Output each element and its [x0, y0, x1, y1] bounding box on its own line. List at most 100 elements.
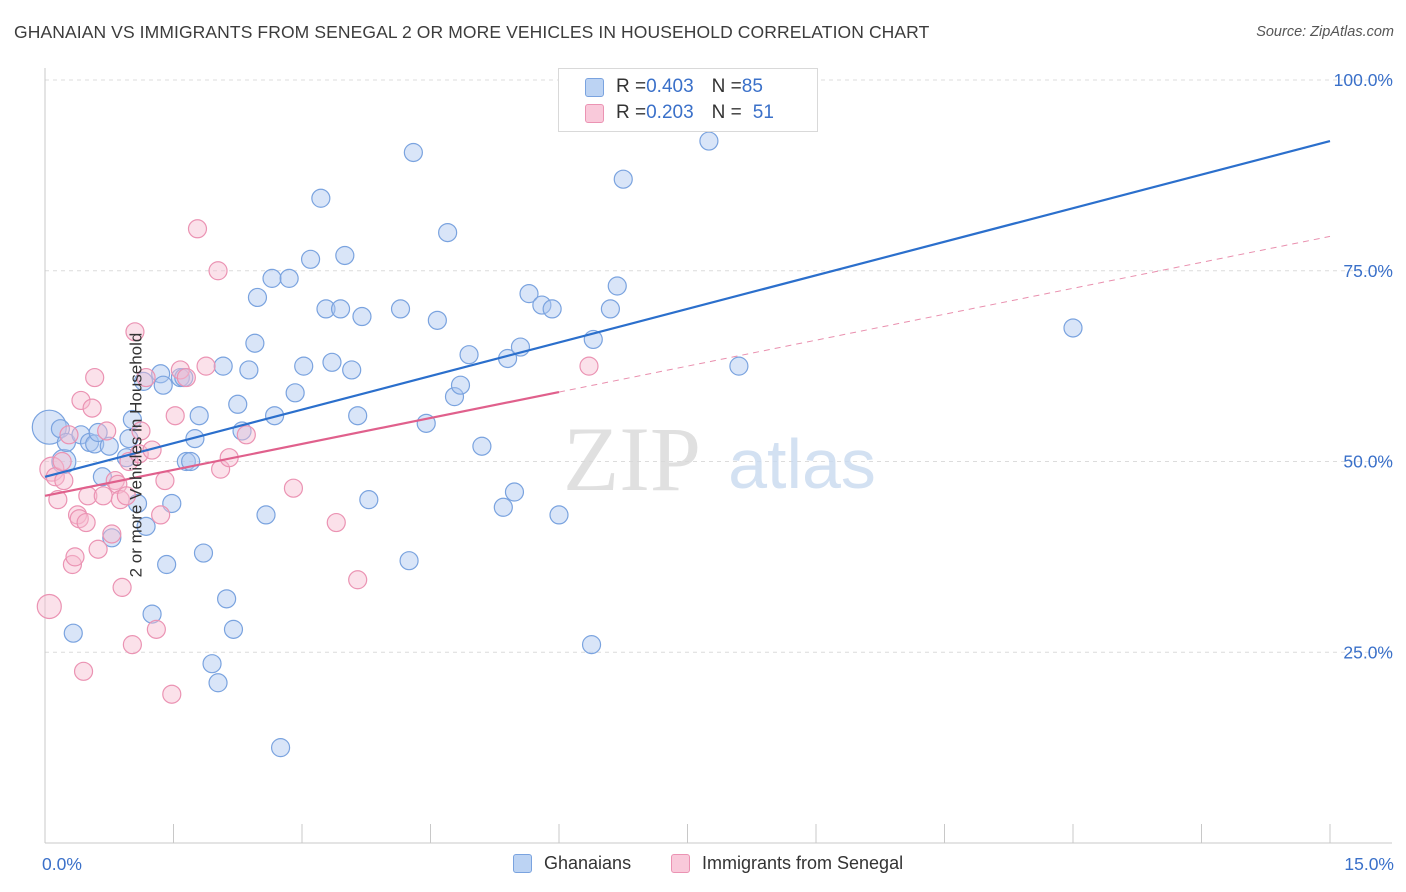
ghanaian-point: [542, 299, 562, 319]
ghanaian-point: [92, 467, 112, 487]
ghanaian-point: [245, 333, 265, 353]
ghanaian-point: [316, 299, 336, 319]
y-tick-label: 75.0%: [1343, 261, 1393, 281]
axis-layer: [44, 68, 1392, 844]
ghanaian-point: [472, 436, 492, 456]
senegal-point: [97, 421, 117, 441]
ghanaian-point: [162, 493, 182, 514]
y-tick-label: 50.0%: [1343, 452, 1393, 472]
senegal-point: [59, 425, 79, 445]
senegal-point: [326, 512, 346, 533]
ghanaian-point: [119, 429, 139, 449]
watermark-zip: ZIP: [563, 408, 701, 510]
ghanaian-point: [359, 490, 379, 510]
senegal-point: [65, 547, 85, 567]
ghanaian-point: [311, 188, 331, 208]
legend-r-label: R =: [616, 102, 647, 123]
ghanaian-point: [247, 287, 268, 308]
legend-n-label: N =: [711, 76, 742, 97]
ghanaian-point: [85, 434, 105, 454]
ghanaian-point: [504, 482, 525, 502]
watermark: ZIP atlas: [563, 408, 876, 510]
ghanaian-point: [352, 306, 372, 327]
senegal-point: [176, 367, 196, 388]
ghanaian-point: [532, 295, 552, 315]
senegal-point: [196, 356, 216, 376]
senegal-point: [93, 486, 113, 506]
legend-r-value: 0.203: [646, 102, 694, 123]
y-tick-label: 100.0%: [1334, 70, 1393, 90]
ghanaian-point: [142, 604, 162, 624]
legend-row-ghanaians: R = 0.403 N = 85: [585, 75, 763, 99]
source-label: Source: ZipAtlas.com: [1256, 24, 1394, 40]
senegal-point: [131, 421, 151, 441]
senegal-point: [236, 425, 256, 445]
senegal-point: [76, 512, 96, 533]
ghanaian-point: [213, 356, 233, 376]
x-tick-label: 0.0%: [42, 854, 82, 874]
watermark-atlas: atlas: [728, 425, 876, 503]
senegal-point: [85, 367, 105, 388]
ghanaian-point: [607, 276, 627, 296]
tick-label-layer: 100.0% 75.0% 50.0% 25.0% 0.0% 15.0%: [42, 70, 1394, 874]
ghanaian-point: [399, 551, 419, 571]
senegal-trend-line: [44, 390, 560, 497]
ghanaian-point: [151, 364, 171, 384]
ghanaian-point: [348, 406, 368, 426]
senegal-point: [52, 451, 72, 472]
senegal-point: [88, 539, 108, 559]
senegal-point: [165, 406, 185, 426]
ghanaian-point: [31, 409, 67, 445]
ghanaian-point: [549, 505, 569, 525]
ghanaian-point: [279, 268, 299, 288]
ghanaian-point: [223, 619, 244, 639]
ghanaian-point: [699, 131, 719, 151]
bottom-legend-swatch-pink: [671, 854, 690, 873]
ghanaian-point: [217, 589, 237, 609]
senegal-point: [170, 360, 190, 380]
ghanaian-point: [208, 673, 228, 693]
ghanaian-point: [493, 497, 513, 517]
ghanaian-point: [228, 394, 248, 414]
senegal-point: [151, 505, 171, 525]
points-layer: [31, 131, 1083, 758]
ghanaian-point: [294, 356, 314, 376]
y-axis-label: 2 or more Vehicles in Household: [126, 332, 146, 578]
ghanaian-point: [600, 299, 621, 319]
ghanaian-point: [450, 375, 471, 395]
ghanaian-point: [153, 375, 173, 395]
chart-title: GHANAIAN VS IMMIGRANTS FROM SENEGAL 2 OR…: [14, 22, 930, 42]
ghanaian-point: [342, 360, 362, 380]
ghanaian-trend-line: [44, 139, 1331, 478]
legend-n-value: 85: [741, 76, 763, 97]
ghanaian-point: [729, 356, 749, 376]
senegal-point: [579, 356, 599, 376]
ghanaian-point: [444, 387, 465, 407]
senegal-point: [36, 593, 62, 620]
senegal-point: [116, 486, 136, 506]
legend-row-senegal: R = 0.203 N = 51: [585, 101, 774, 125]
y-tick-label: 25.0%: [1343, 642, 1393, 662]
senegal-point: [82, 398, 102, 418]
legend-n-value: 51: [752, 102, 774, 123]
senegal-point: [146, 619, 166, 639]
ghanaian-point: [63, 623, 83, 643]
bottom-legend: Ghanaians Immigrants from Senegal: [0, 851, 1406, 877]
ghanaian-point: [581, 635, 602, 655]
legend-r-label: R =: [616, 76, 647, 97]
legend-r-value: 0.403: [646, 76, 694, 97]
ghanaian-point: [262, 268, 282, 288]
ghanaian-point: [330, 299, 351, 319]
ghanaian-point: [613, 169, 633, 189]
senegal-point: [208, 261, 228, 281]
bottom-legend-swatch-blue: [513, 854, 532, 873]
bottom-legend-label: Ghanaians: [544, 853, 632, 873]
senegal-point: [162, 684, 182, 704]
ghanaian-point: [1063, 318, 1083, 338]
ghanaian-point: [270, 738, 291, 758]
senegal-point: [73, 661, 94, 681]
ghanaian-point: [335, 245, 355, 266]
legend-swatch-blue: [585, 77, 604, 97]
bottom-legend-label: Immigrants from Senegal: [702, 853, 904, 873]
